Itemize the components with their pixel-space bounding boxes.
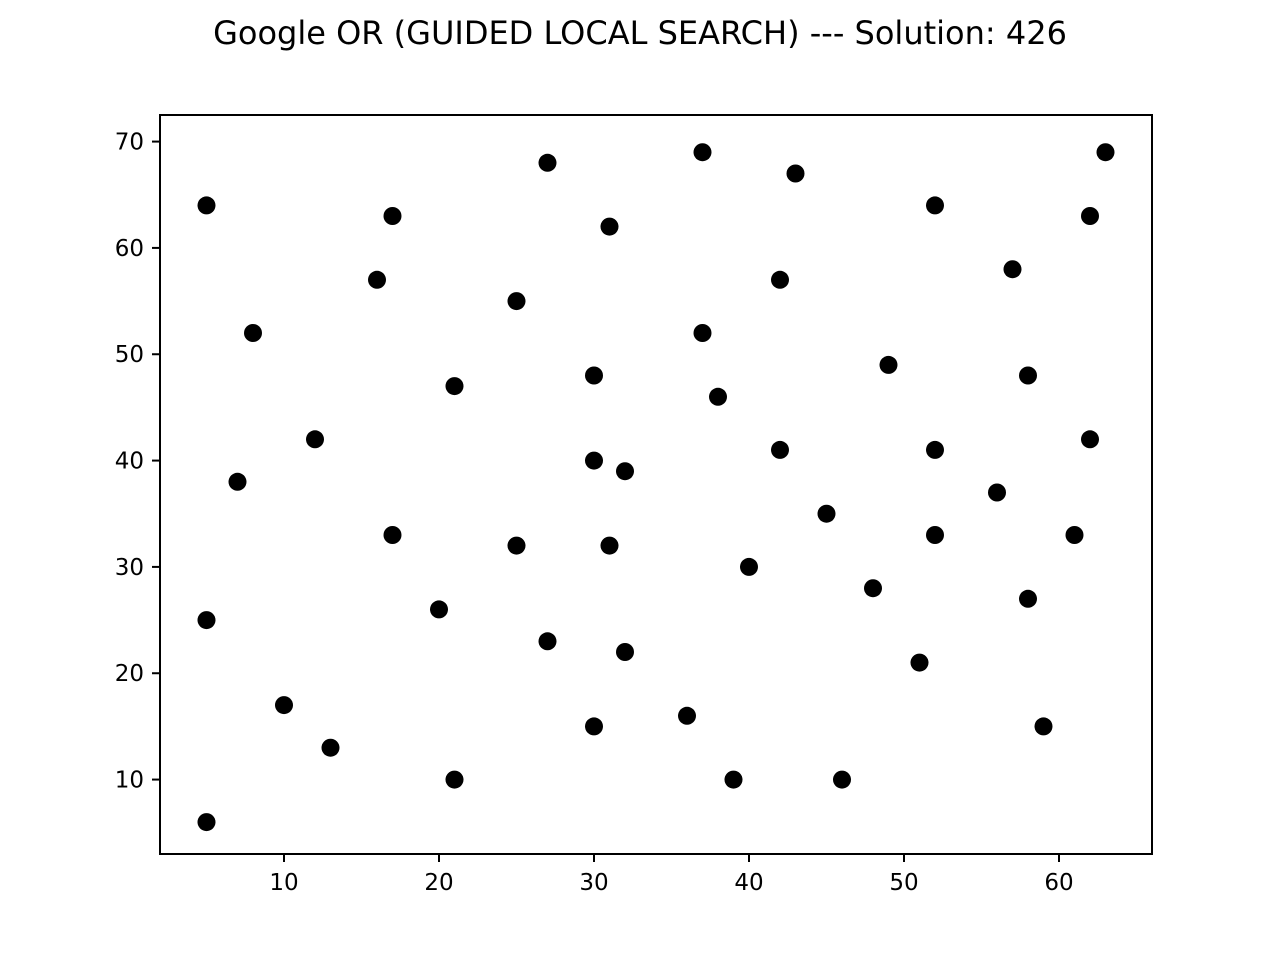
x-tick-label: 20 (424, 870, 453, 896)
data-point (926, 526, 944, 544)
data-point (600, 536, 619, 555)
data-point (1096, 143, 1115, 162)
data-point (879, 355, 898, 374)
data-point (616, 462, 634, 481)
y-axis-ticks: 10 20 30 40 50 60 70 (115, 130, 160, 794)
data-point (926, 196, 944, 215)
data-point (445, 377, 464, 396)
data-point (244, 324, 262, 342)
data-point (507, 292, 526, 311)
data-point (771, 440, 789, 459)
data-point (693, 143, 712, 162)
data-point (1019, 366, 1037, 385)
data-point (197, 813, 216, 832)
data-point (507, 536, 526, 555)
x-tick-label: 30 (579, 870, 608, 896)
data-point (1065, 526, 1084, 544)
y-tick-label: 10 (115, 768, 144, 794)
data-point (786, 164, 805, 183)
data-point (833, 770, 851, 789)
data-point (1003, 260, 1022, 279)
data-point (616, 643, 634, 661)
data-point (1019, 589, 1037, 608)
data-points (197, 143, 1115, 832)
data-point (926, 440, 944, 459)
data-point (275, 696, 293, 715)
data-point (864, 579, 882, 598)
data-point (445, 770, 464, 789)
data-point (368, 270, 386, 289)
data-point (771, 270, 789, 289)
x-tick-label: 50 (889, 870, 918, 896)
data-point (321, 738, 340, 757)
chart-title: Google OR (GUIDED LOCAL SEARCH) --- Solu… (213, 14, 1067, 52)
y-tick-label: 20 (115, 661, 144, 687)
data-point (197, 611, 216, 630)
y-tick-label: 30 (115, 555, 144, 581)
data-point (430, 600, 448, 619)
data-point (585, 451, 603, 470)
data-point (600, 217, 619, 236)
data-point (383, 207, 402, 225)
data-point (709, 387, 727, 406)
data-point (585, 366, 603, 385)
data-point (1081, 207, 1099, 225)
data-point (1034, 717, 1053, 736)
x-tick-label: 60 (1044, 870, 1073, 896)
data-point (1081, 430, 1099, 449)
plot-area-frame (159, 114, 1153, 855)
data-point (817, 504, 836, 523)
data-point (740, 557, 758, 576)
x-tick-label: 40 (734, 870, 763, 896)
y-tick-label: 70 (115, 130, 144, 156)
data-point (678, 706, 696, 725)
data-point (538, 632, 557, 651)
data-point (693, 324, 712, 342)
data-point (988, 483, 1006, 502)
y-tick-label: 50 (115, 342, 144, 368)
data-point (910, 653, 929, 672)
y-tick-label: 60 (115, 236, 144, 262)
data-point (383, 526, 402, 544)
data-point (724, 770, 743, 789)
data-point (197, 196, 216, 215)
y-tick-label: 40 (115, 449, 144, 475)
data-point (306, 430, 324, 449)
x-tick-label: 10 (269, 870, 298, 896)
x-axis-ticks: 10 20 30 40 50 60 (269, 854, 1074, 896)
data-point (228, 472, 247, 491)
data-point (538, 153, 557, 172)
data-point (585, 717, 603, 736)
